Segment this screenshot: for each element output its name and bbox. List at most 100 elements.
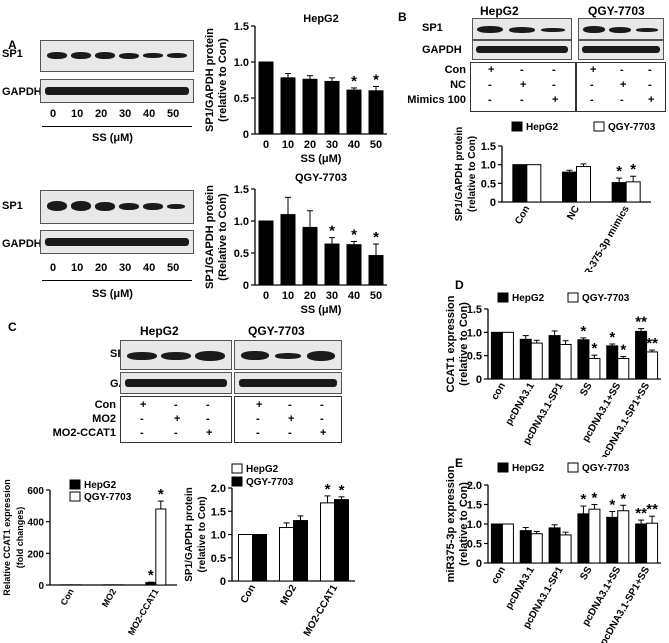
significance-mark: * xyxy=(158,486,164,503)
panel-label-b: B xyxy=(398,10,407,24)
panel-b-blot: HepG2 QGY-7703 SP1 GAPDH Con + - - + - - NC - + - -… xyxy=(400,0,669,115)
bar xyxy=(559,343,572,380)
category-label: 20 xyxy=(304,139,316,151)
significance-mark: ** xyxy=(646,335,658,352)
sp1-blot xyxy=(40,40,194,72)
condition-mark: - xyxy=(140,427,144,439)
category-label: SS xyxy=(578,565,594,582)
significance-mark: * xyxy=(580,491,586,508)
bar xyxy=(258,61,274,135)
sp1-blot-hepg2 xyxy=(472,18,572,40)
bar xyxy=(530,533,543,564)
bar xyxy=(279,527,294,582)
legend-swatch xyxy=(567,292,579,303)
bar xyxy=(324,243,340,286)
condition-label: Con xyxy=(444,64,466,76)
y-tick-label: 1.0 xyxy=(467,327,482,339)
panel-a-bottom-blot: SP1 GAPDH 0 10 20 30 40 50 SS (μM) xyxy=(0,180,200,320)
bar xyxy=(519,338,532,380)
category-label: 30 xyxy=(326,290,338,302)
y-tick-label: 0 xyxy=(490,197,496,209)
panel-label-c: C xyxy=(8,320,17,334)
legend-label: HepG2 xyxy=(246,464,279,475)
bar xyxy=(606,345,619,380)
sp1-blot-qgy xyxy=(234,340,342,370)
bar xyxy=(559,534,572,564)
condition-mark: - xyxy=(206,399,210,411)
bar xyxy=(526,164,542,203)
panel-label-e: E xyxy=(455,456,464,470)
legend-swatch xyxy=(231,463,243,474)
y-tick-label: 600 xyxy=(27,486,44,497)
cell-line-hepg2: HepG2 xyxy=(140,324,179,338)
bar xyxy=(280,77,296,135)
significance-mark: * xyxy=(339,482,345,499)
panel-a-top-blot: SP1 GAPDH 0 10 20 30 40 50 SS (μM) xyxy=(0,0,200,160)
sp1-row-label: SP1 xyxy=(422,22,443,34)
condition-mark: - xyxy=(488,79,492,91)
sp1-row-label: SP1 xyxy=(2,200,23,212)
y-tick-label: 0 xyxy=(476,558,482,570)
y-axis-label: SP1/GAPDH protein xyxy=(204,185,216,289)
condition-label: Mimics 100 xyxy=(407,94,466,106)
cell-line-qgy: QGY-7703 xyxy=(248,324,305,338)
y-axis-label: Relative CCAT1 expression xyxy=(2,479,12,595)
y-tick-label: 1.5 xyxy=(234,21,249,33)
bar xyxy=(577,339,590,380)
y-tick-label: 1.5 xyxy=(467,304,482,316)
dose-0: 0 xyxy=(50,108,57,120)
gapdh-row-label: GAPDH xyxy=(2,238,42,250)
category-label: Con xyxy=(239,583,258,605)
bar xyxy=(530,342,543,380)
cell-line-hepg2: HepG2 xyxy=(480,4,519,18)
significance-mark: * xyxy=(373,71,379,88)
legend-label: QGY-7703 xyxy=(582,293,630,304)
legend-swatch xyxy=(593,121,605,132)
bar xyxy=(635,523,648,564)
bar xyxy=(155,508,167,586)
sp1-blot xyxy=(40,190,194,224)
y-tick-label: 0.5 xyxy=(467,539,482,551)
bar xyxy=(576,166,591,203)
significance-mark: * xyxy=(620,342,626,359)
y-axis-label: SP1/GAPDH protein xyxy=(454,127,465,221)
significance-mark: * xyxy=(351,73,357,90)
ss-label: SS (μM) xyxy=(92,132,133,144)
significance-mark: ** xyxy=(635,314,647,331)
y-axis-label: (relative to Con) xyxy=(217,38,229,122)
legend-label: QGY-7703 xyxy=(582,463,630,474)
significance-mark: * xyxy=(609,497,615,514)
y-axis-label: SP1/GAPDH protein xyxy=(204,28,216,132)
condition-mark: - xyxy=(256,427,260,439)
category-label: 10 xyxy=(282,139,294,151)
y-tick-label: 0.5 xyxy=(234,93,249,105)
category-label: pcDNA3.1 xyxy=(504,565,537,612)
bar xyxy=(501,523,514,564)
bar xyxy=(252,534,267,582)
significance-mark: * xyxy=(620,490,626,507)
gapdh-blot xyxy=(40,230,194,254)
category-label: MO2 xyxy=(100,587,118,609)
bar xyxy=(302,226,318,286)
category-label: 50 xyxy=(370,290,382,302)
y-axis-label: (relative to Con) xyxy=(467,136,478,212)
y-axis-label: SP1/GAPDH protein xyxy=(184,487,195,581)
gapdh-row-label: GAPDH xyxy=(422,44,462,56)
y-tick-label: 400 xyxy=(27,518,44,529)
bar xyxy=(617,510,630,564)
condition-mark: + xyxy=(488,64,495,76)
condition-mark: - xyxy=(552,64,556,76)
y-tick-label: 1.0 xyxy=(467,519,482,531)
dose-30: 30 xyxy=(119,262,132,274)
bar xyxy=(519,530,532,564)
condition-mark: - xyxy=(620,94,624,106)
bar xyxy=(334,499,349,582)
condition-mark: - xyxy=(590,79,594,91)
y-axis-label: miR375-3p expression xyxy=(445,465,457,582)
chart-d: 00.51.01.5conpcDNA3.1pcDNA3.1-SP1**SS**p… xyxy=(445,292,661,457)
y-tick-label: 1.5 xyxy=(481,141,496,153)
condition-mark: - xyxy=(140,413,144,425)
significance-mark: * xyxy=(630,161,636,178)
condition-mark: - xyxy=(620,64,624,76)
condition-mark: + xyxy=(552,94,559,106)
